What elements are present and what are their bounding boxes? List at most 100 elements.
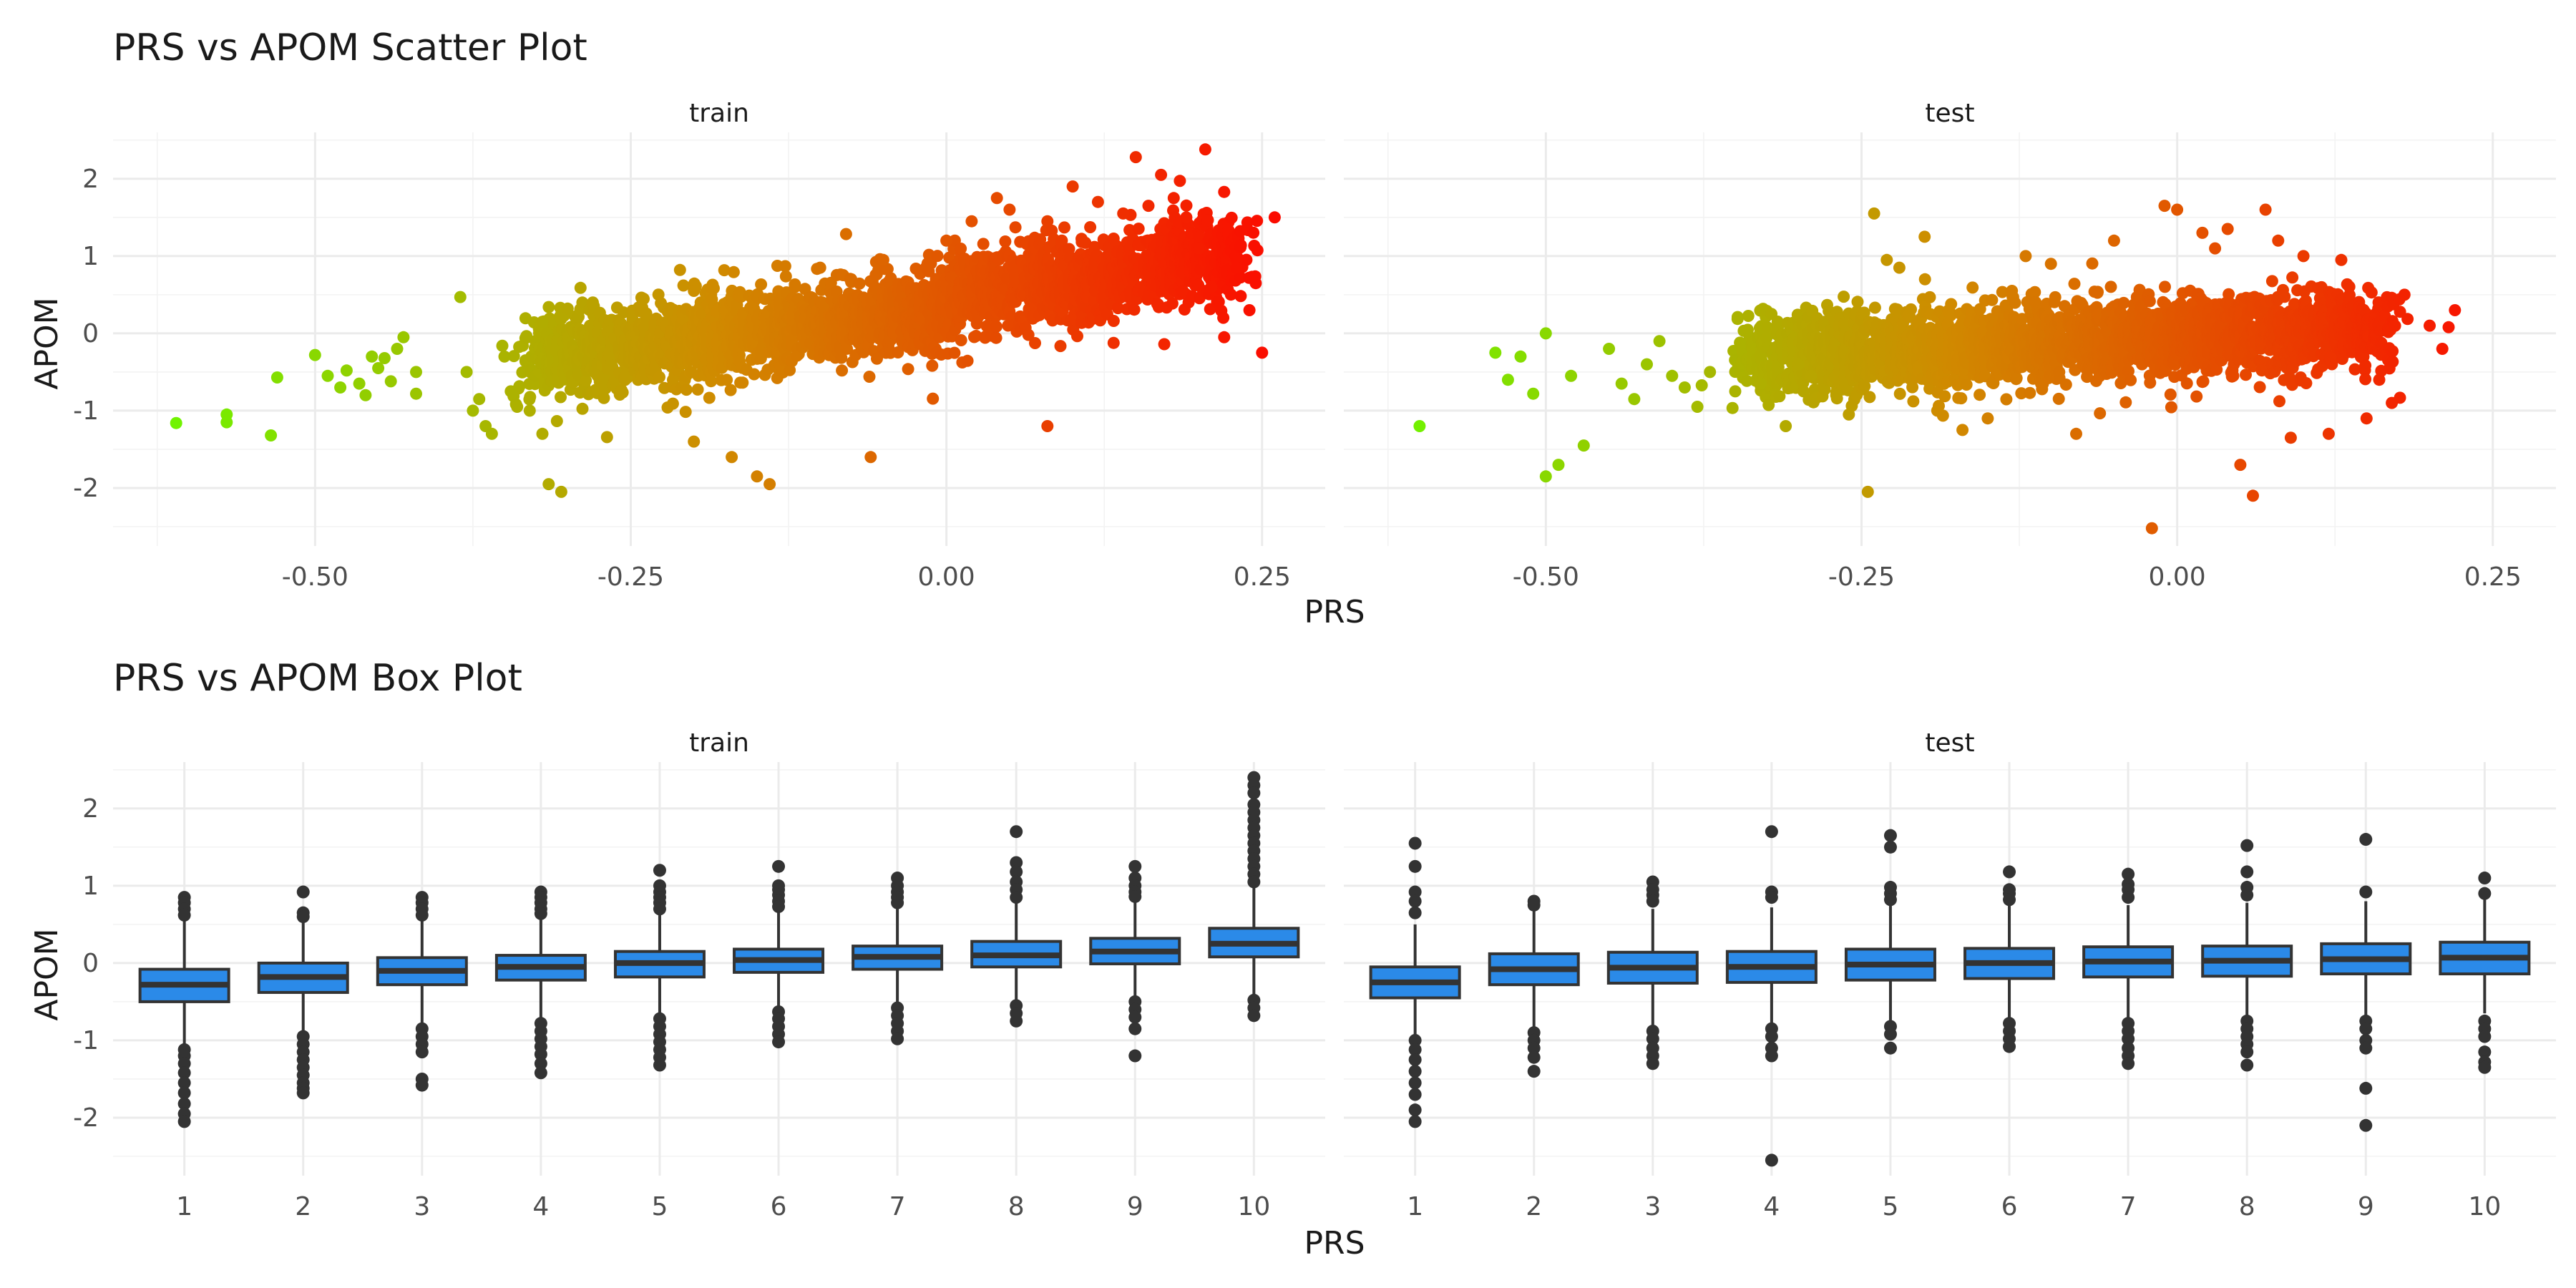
scatter-point <box>948 346 961 359</box>
scatter-point <box>410 366 422 379</box>
scatter-point <box>2010 372 2023 384</box>
scatter-point <box>2210 364 2223 376</box>
x-tick-label: 0.25 <box>1234 562 1291 592</box>
x-tick-label: -0.25 <box>597 562 664 592</box>
scatter-point <box>724 384 737 396</box>
scatter-point <box>1199 143 1211 156</box>
scatter-point <box>1234 271 1247 284</box>
scatter-point <box>1760 331 1773 344</box>
scatter-panel-test: -0.50 -0.25 0.00 0.25 <box>1344 132 2556 592</box>
scatter-point <box>496 339 509 352</box>
scatter-point <box>1858 306 1870 319</box>
scatter-point <box>1117 207 1130 220</box>
scatter-point <box>931 250 944 263</box>
scatter-point <box>507 350 520 363</box>
scatter-point <box>1180 199 1193 212</box>
scatter-point <box>504 385 517 398</box>
scatter-point <box>454 291 467 303</box>
scatter-point <box>2015 387 2028 400</box>
scatter-point <box>1166 297 1179 310</box>
scatter-point <box>2086 257 2099 270</box>
scatter-point <box>1726 401 1739 414</box>
scatter-point <box>779 270 792 283</box>
scatter-point <box>927 392 940 405</box>
x-tick-label: -0.50 <box>1513 562 1579 592</box>
scatter-point <box>561 302 574 315</box>
scatter-point <box>340 364 353 377</box>
scatter-point <box>170 416 182 429</box>
scatter-point <box>2273 395 2285 408</box>
scatter-point <box>580 374 592 387</box>
scatter-point <box>600 431 613 444</box>
scatter-point <box>1091 195 1104 208</box>
scatter-point <box>2240 369 2252 381</box>
y-tick-label: -2 <box>73 474 99 503</box>
scatter-point <box>2117 296 2130 309</box>
scatter-point <box>2165 401 2177 414</box>
scatter-point <box>1224 288 1237 301</box>
scatter-point <box>2119 396 2132 409</box>
scatter-point <box>359 389 372 401</box>
scatter-point <box>2286 271 2299 284</box>
scatter-point <box>1893 387 1906 400</box>
scatter-title: PRS vs APOM Scatter Plot <box>113 26 587 69</box>
scatter-point <box>1180 211 1193 224</box>
scatter-point <box>1868 301 1881 314</box>
scatter-point <box>691 383 704 396</box>
scatter-point <box>1041 215 1054 228</box>
scatter-point <box>666 397 679 410</box>
scatter-point <box>2159 280 2171 293</box>
scatter-point <box>2024 386 2036 399</box>
scatter-point <box>1054 340 1067 353</box>
scatter-point <box>736 376 749 389</box>
scatter-point <box>708 282 720 295</box>
scatter-point <box>902 363 914 376</box>
scatter-point <box>1234 239 1247 252</box>
scatter-point <box>1193 242 1205 255</box>
scatter-point <box>688 435 701 448</box>
scatter-point <box>1944 309 1957 322</box>
scatter-point <box>1996 286 2009 298</box>
scatter-point <box>1058 221 1070 234</box>
scatter-point <box>2143 295 2156 308</box>
scatter-point <box>1107 336 1120 349</box>
scatter-point <box>1938 390 1951 403</box>
scatter-point <box>576 402 589 415</box>
scatter-point <box>2190 390 2203 403</box>
scatter-strip-train: train <box>689 99 749 128</box>
scatter-point <box>637 292 650 305</box>
scatter-point <box>977 238 990 250</box>
scatter-point <box>2000 393 2013 406</box>
scatter-point <box>763 478 776 491</box>
scatter-point <box>2122 365 2135 378</box>
scatter-point <box>270 371 283 384</box>
scatter-point <box>1234 290 1247 303</box>
y-tick-label: -1 <box>73 396 99 426</box>
scatter-point <box>2227 369 2240 382</box>
x-tick-label: 0.25 <box>2464 562 2522 592</box>
scatter-point <box>473 393 486 406</box>
scatter-point <box>1731 311 1744 323</box>
y-tick-label: 0 <box>82 319 99 348</box>
scatter-point <box>2029 286 2041 298</box>
scatter-plot: PRS vs APOM Scatter Plot train test -0.5… <box>29 26 2556 630</box>
scatter-point <box>265 429 278 441</box>
scatter-point <box>955 243 967 255</box>
y-tick-label: 1 <box>82 242 99 271</box>
scatter-point <box>1268 211 1281 224</box>
scatter-point <box>520 330 533 343</box>
scatter-point <box>1205 280 1218 293</box>
scatter-point <box>321 369 334 382</box>
scatter-point <box>555 391 567 404</box>
scatter-point <box>703 391 716 404</box>
scatter-point <box>721 374 733 386</box>
scatter-point <box>881 263 894 275</box>
scatter-point <box>830 286 843 298</box>
scatter-point <box>384 375 397 388</box>
x-tick-label: -0.50 <box>282 562 348 592</box>
scatter-point <box>1174 175 1186 187</box>
scatter-point <box>1079 236 1092 249</box>
scatter-point <box>391 343 404 355</box>
scatter-point <box>755 278 768 291</box>
